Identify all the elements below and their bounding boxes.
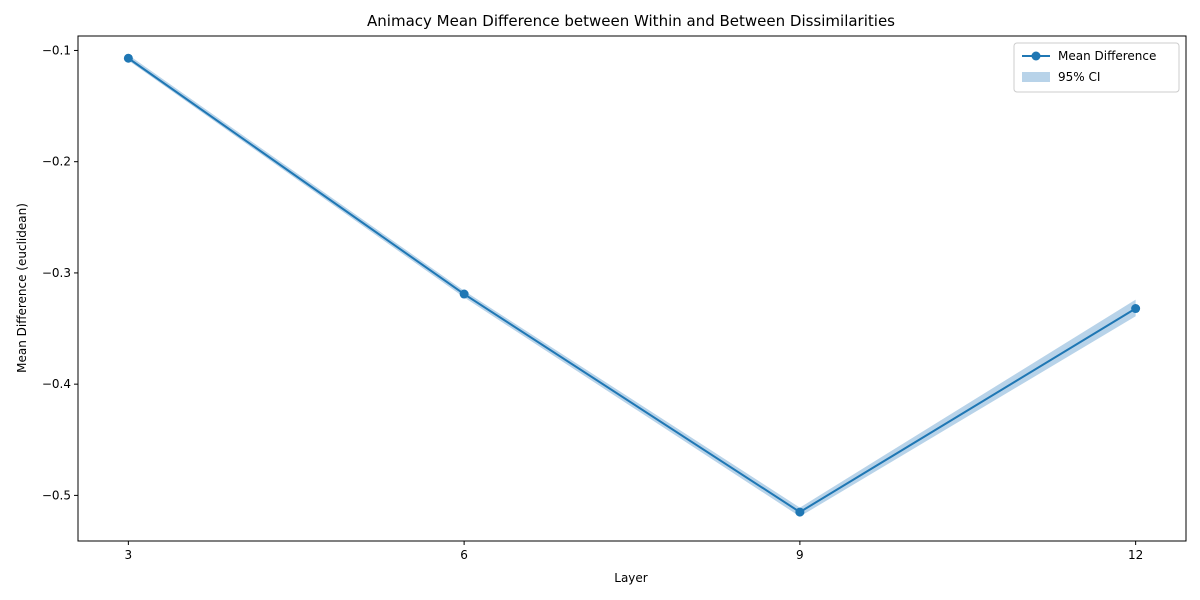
y-tick-label: −0.3 (42, 266, 71, 280)
y-tick-label: −0.5 (42, 488, 71, 502)
data-point-layer-3 (123, 53, 133, 63)
x-tick-label: 3 (125, 548, 133, 562)
legend-label-mean-difference: Mean Difference (1058, 49, 1156, 63)
legend-marker-mean-difference (1031, 51, 1041, 61)
x-tick-label: 9 (796, 548, 804, 562)
axes-frame (77, 35, 1187, 542)
legend-swatch-ci (1022, 72, 1050, 82)
x-tick-label: 12 (1128, 548, 1143, 562)
legend: Mean Difference 95% CI (1013, 42, 1180, 93)
legend-label-ci: 95% CI (1058, 70, 1100, 84)
data-point-layer-9 (795, 507, 805, 517)
plot-area (123, 53, 1141, 517)
data-point-layer-12 (1131, 304, 1141, 314)
chart-title: Animacy Mean Difference between Within a… (367, 12, 895, 30)
series-markers (123, 53, 1141, 517)
data-point-layer-6 (459, 289, 469, 299)
legend-box (1013, 42, 1180, 93)
x-axis-label: Layer (614, 571, 648, 585)
x-tick-label: 6 (460, 548, 468, 562)
y-tick-label: −0.1 (42, 43, 71, 57)
x-axis-ticks: 3 6 9 12 (125, 541, 1143, 562)
y-axis-label: Mean Difference (euclidean) (15, 203, 29, 373)
y-axis-ticks: −0.1 −0.2 −0.3 −0.4 −0.5 (42, 43, 78, 502)
y-tick-label: −0.4 (42, 377, 71, 391)
y-tick-label: −0.2 (42, 155, 71, 169)
series-line-mean-difference (127, 57, 1137, 514)
